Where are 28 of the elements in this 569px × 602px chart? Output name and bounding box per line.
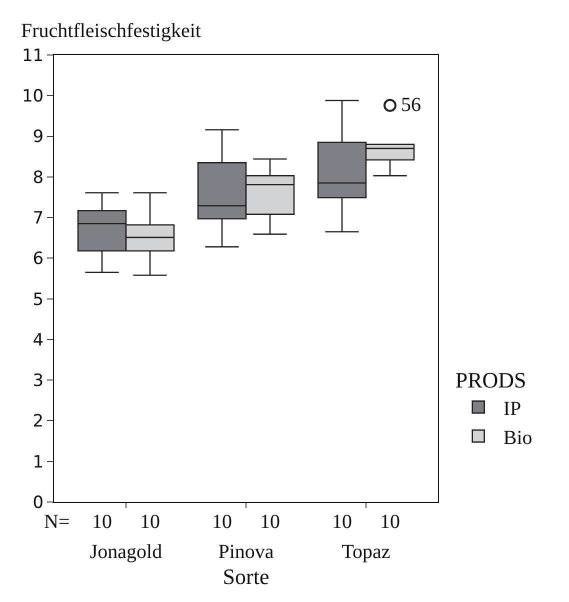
legend-label: Bio — [503, 426, 532, 449]
y-axis-title: Fruchtfleischfestigkeit — [21, 20, 202, 42]
y-tick-label: 6 — [32, 249, 44, 270]
y-tick-label: 2 — [32, 412, 44, 432]
y-tick-label: 7 — [32, 208, 44, 228]
y-tick-label: 8 — [32, 168, 44, 188]
x-tick-label: Pinova — [218, 541, 274, 563]
text: 10 — [380, 511, 400, 533]
y-tick-label: 11 — [22, 46, 44, 66]
y-tick-label: 3 — [32, 371, 44, 392]
legend-label: IP — [503, 398, 522, 420]
y-tick-label: 4 — [32, 330, 44, 350]
y-tick-label: 10 — [22, 86, 44, 107]
annotation: 56 — [401, 94, 421, 116]
y-tick-label: 5 — [32, 290, 44, 310]
text: 10 — [212, 511, 232, 533]
text: 10 — [140, 511, 160, 533]
text: 10 — [332, 511, 352, 533]
x-tick-label: Topaz — [342, 541, 390, 563]
text: N= — [44, 511, 70, 533]
text: 10 — [260, 511, 280, 533]
y-tick-label: 0 — [32, 492, 44, 513]
x-tick-label: Jonagold — [90, 541, 162, 563]
y-tick-label: 1 — [32, 452, 44, 472]
x-axis-title: Sorte — [222, 564, 270, 589]
y-tick-label: 9 — [32, 127, 44, 148]
legend-title: PRODS — [455, 368, 526, 393]
text: 10 — [92, 511, 112, 533]
